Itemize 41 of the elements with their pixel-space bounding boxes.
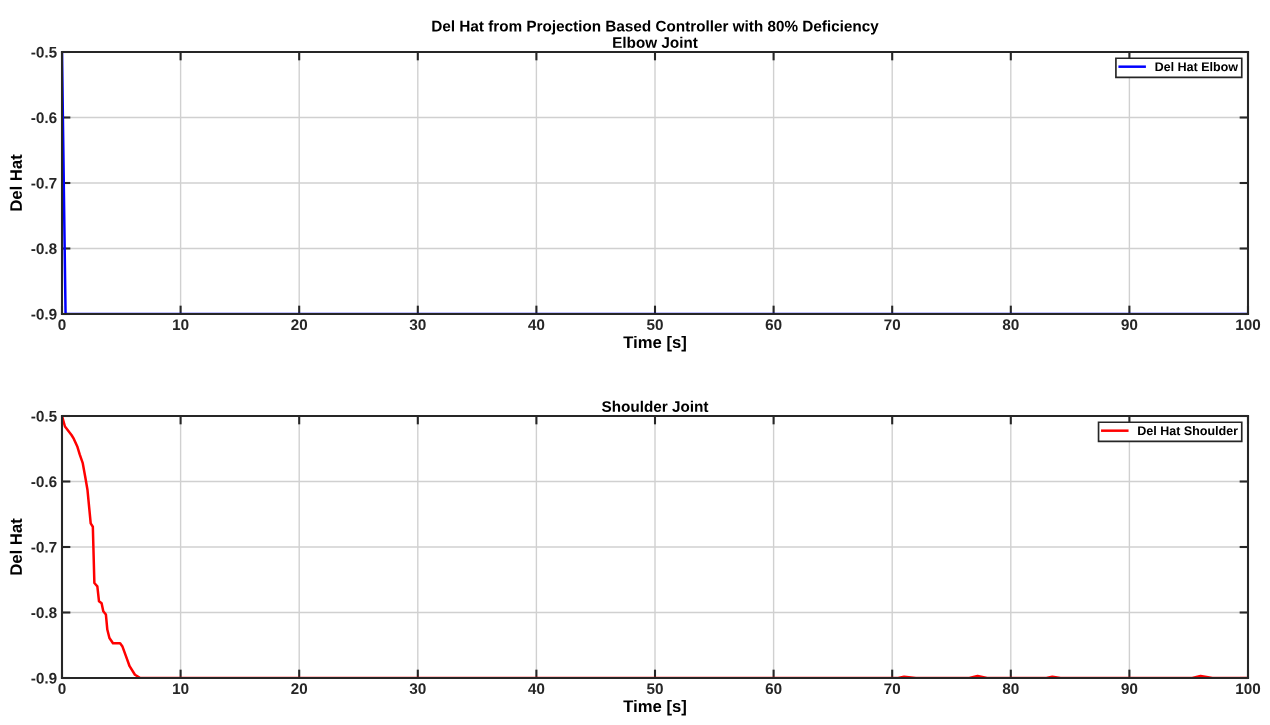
x-tick-label: 40 [528,683,545,695]
x-tick-label: 100 [1236,319,1261,331]
x-tick-label: 60 [765,683,782,695]
y-tick-label: -0.7 [31,541,57,553]
x-axis-title: Time [s] [623,335,686,352]
x-tick-label: 0 [58,683,66,695]
x-tick-label: 10 [173,319,189,331]
x-tick-label: 50 [646,319,663,331]
y-tick-label: -0.5 [31,410,57,422]
x-tick-label: 70 [884,683,901,695]
y-axis-title: Del Hat [9,154,22,211]
y-tick-label: -0.6 [31,476,57,488]
x-tick-label: 0 [58,319,66,331]
y-tick-label: -0.7 [31,177,57,189]
chart-subtitle: Elbow Joint [613,36,698,48]
chart-subtitle: Shoulder Joint [601,400,709,412]
y-tick-label: -0.9 [31,308,57,320]
x-tick-label: 30 [409,319,426,331]
x-tick-label: 70 [884,319,901,331]
y-tick-label: -0.8 [31,243,57,255]
x-tick-label: 100 [1236,683,1261,695]
x-tick-label: 40 [528,319,545,331]
x-axis-title: Time [s] [623,699,686,716]
y-tick-label: -0.9 [31,672,57,684]
x-tick-label: 80 [1002,319,1019,331]
x-tick-label: 10 [173,683,189,695]
chart-title: Del Hat from Projection Based Controller with 80% Deficiency [432,20,879,35]
x-tick-label: 90 [1121,319,1138,331]
x-tick-label: 20 [291,683,308,695]
x-tick-label: 80 [1002,683,1019,695]
y-axis-title: Del Hat [9,518,22,575]
y-tick-label: -0.6 [31,112,57,124]
x-tick-label: 30 [409,683,426,695]
x-tick-label: 20 [291,319,308,331]
legend-label: Del Hat Shoulder [1138,426,1238,436]
y-tick-label: -0.8 [31,607,57,619]
y-tick-label: -0.5 [31,46,57,58]
x-tick-label: 90 [1121,683,1138,695]
legend-label: Del Hat Elbow [1155,62,1239,72]
x-tick-label: 60 [765,319,782,331]
x-tick-label: 50 [646,683,663,695]
